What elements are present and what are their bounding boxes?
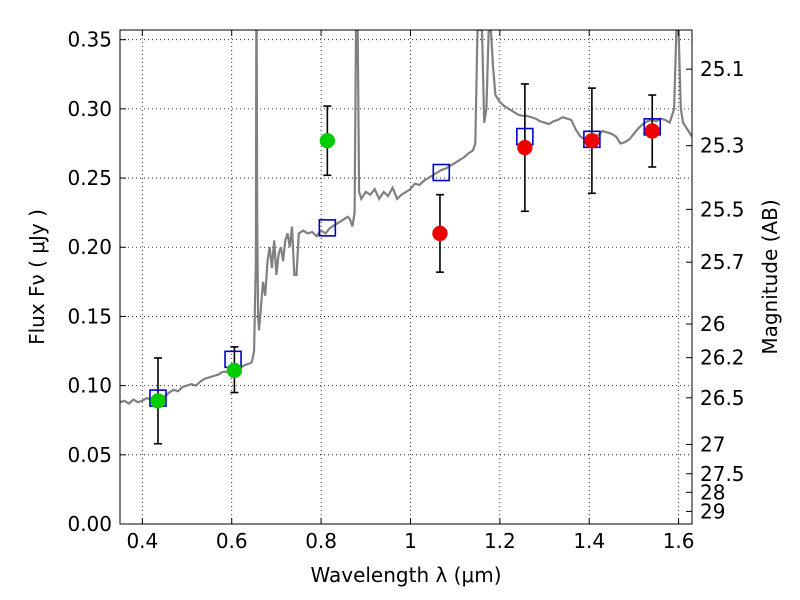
plot-frame: [119, 29, 693, 525]
mag-tick-label: 25.5: [700, 197, 745, 221]
x-tick-label: 1: [404, 529, 417, 553]
observed-point: [432, 225, 448, 242]
mag-tick-label: 29: [700, 499, 725, 523]
model-point: [432, 163, 451, 182]
mag-tick-label: 25.3: [700, 134, 745, 158]
observed-point: [226, 362, 243, 379]
mag-tick-label: 28: [700, 480, 725, 504]
mag-tick-label: 26.5: [700, 386, 745, 410]
mag-tick-label: 26.2: [700, 346, 745, 370]
mag-tick-label: 27.5: [700, 462, 745, 486]
y-tick-label: 0.15: [67, 304, 112, 328]
y-tick-label: 0.25: [67, 166, 112, 190]
y-tick-label: 0.35: [67, 28, 112, 52]
y-axis-label: Flux Fν ( μJy ): [25, 209, 49, 345]
x-tick-label: 0.4: [126, 529, 158, 553]
model-photometry: [149, 118, 662, 407]
x-axis-label: Wavelength λ (μm): [310, 563, 501, 587]
x-tick-label: 0.8: [305, 529, 337, 553]
mag-tick-label: 25.1: [700, 57, 745, 81]
model-point: [318, 219, 337, 237]
y2-axis-label: Magnitude (AB): [758, 199, 782, 354]
mag-tick-label: 26: [700, 312, 725, 336]
y-tick-label: 0.30: [67, 97, 112, 121]
observed-point: [319, 132, 336, 149]
grid: [120, 30, 692, 525]
x-tick-label: 1.4: [573, 529, 605, 553]
mag-tick-label: 25.7: [700, 250, 745, 274]
observed-point: [517, 139, 533, 156]
y-tick-label: 0.00: [67, 512, 112, 536]
observed-photometry: [150, 123, 660, 409]
observed-point: [584, 132, 600, 149]
y-tick-label: 0.10: [67, 374, 112, 398]
mag-tick-label: 27: [700, 432, 725, 456]
observed-point: [150, 393, 166, 409]
spectrum-line: [120, 30, 692, 405]
y-tick-label: 0.20: [67, 235, 112, 259]
x-tick-label: 1.6: [663, 529, 695, 553]
x-tick-label: 0.6: [216, 529, 248, 553]
x-tick-label: 1.2: [484, 529, 516, 553]
axis-ticks: 0.4 0.6 0.8 1 1.2 1.4 1.6 0.00 0.05 0.10 0.15 0.20 0…: [67, 28, 744, 553]
y-tick-label: 0.05: [67, 443, 112, 467]
model-spectrum: [120, 30, 692, 405]
observed-point: [644, 123, 660, 139]
